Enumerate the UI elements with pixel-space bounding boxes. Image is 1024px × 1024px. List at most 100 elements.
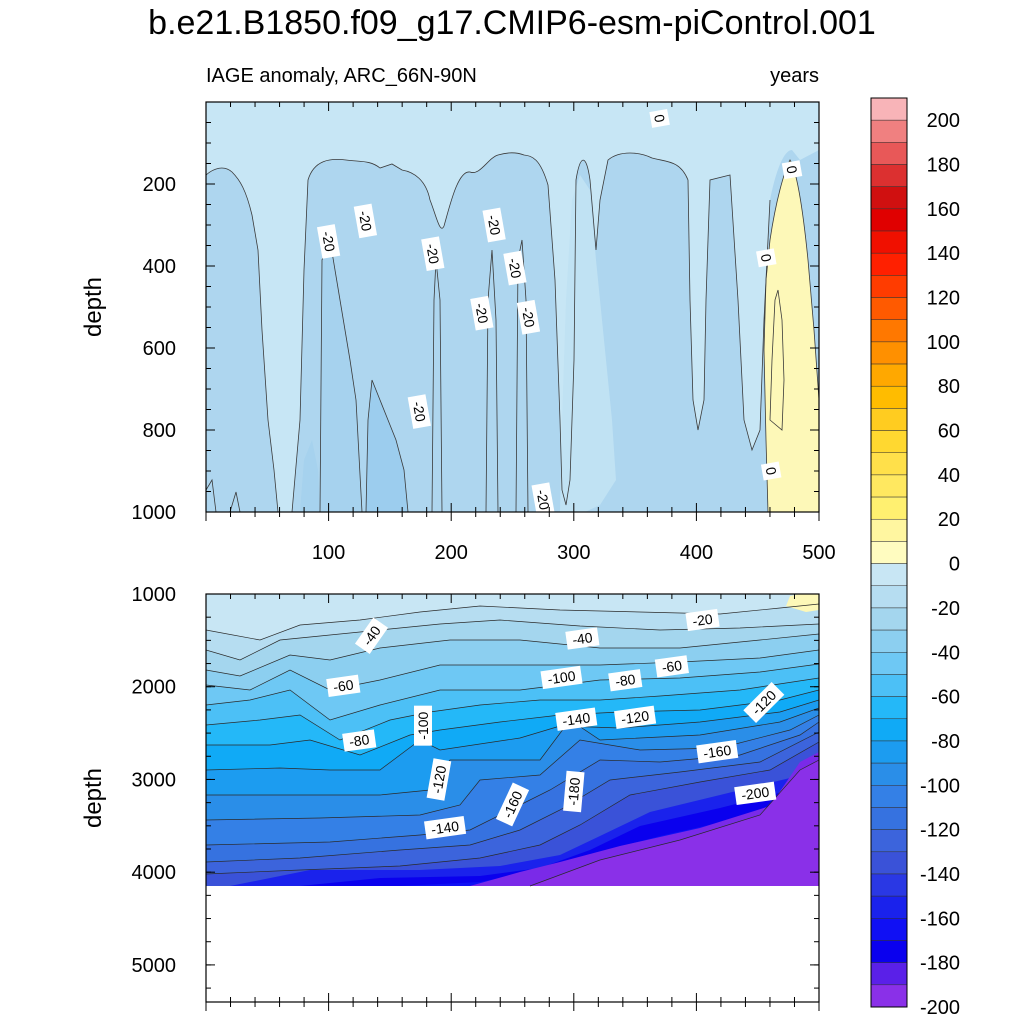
contour-label: -20: [316, 224, 341, 259]
colorbar-label: 60: [938, 421, 960, 443]
x-tick-label: 100: [312, 542, 345, 564]
contour-label: -60: [326, 674, 361, 697]
contour-label: 0: [756, 248, 777, 268]
contour-label: -180: [563, 770, 585, 813]
y-tick-label: 600: [143, 338, 176, 360]
contour-label: -20: [421, 236, 445, 272]
colorbar-box: [870, 652, 908, 675]
colorbar-label: 20: [938, 509, 960, 531]
colorbar-box: [870, 984, 908, 1008]
contour-label-text: 0: [651, 113, 668, 124]
colorbar-box: [870, 452, 908, 476]
contour-label-text: -120: [620, 707, 650, 727]
colorbar-box: [870, 541, 908, 564]
x-tick-label: 200: [435, 542, 468, 564]
colorbar-box: [870, 186, 908, 210]
contour-label: 0: [781, 160, 803, 180]
contour-label-text: 0: [783, 164, 800, 175]
colorbar-label: 160: [927, 199, 960, 221]
colorbar-box: [870, 430, 908, 453]
colorbar-box: [870, 385, 908, 409]
contour-label-text: -120: [429, 764, 450, 795]
top-panel: IAGE anomaly, ARC_66N-90N years: [80, 65, 836, 564]
colorbar-box: [870, 829, 908, 853]
contour-label: -20: [516, 299, 541, 335]
colorbar-box: [870, 297, 908, 320]
top-y-axis-label: depth: [80, 277, 107, 337]
colorbar-box: [870, 164, 908, 187]
contour-label: -140: [555, 707, 598, 731]
contour-label-text: -40: [571, 629, 593, 648]
colorbar-label: -160: [920, 908, 960, 930]
colorbar-box: [870, 97, 908, 121]
contour-label-text: -20: [691, 611, 713, 630]
colorbar-label: 80: [938, 376, 960, 398]
colorbar-box: [870, 208, 908, 232]
contour-label-text: -60: [332, 676, 354, 695]
colorbar-label: -200: [920, 997, 960, 1019]
colorbar-box: [870, 607, 908, 631]
y-tick-label: 1000: [132, 584, 177, 606]
colorbar-label: 40: [938, 465, 960, 487]
colorbar-box: [870, 696, 908, 720]
colorbar-box: [870, 319, 908, 343]
colorbar-label: -180: [920, 953, 960, 975]
contour-label-text: -100: [547, 668, 577, 688]
colorbar-box: [870, 674, 908, 697]
colorbar-box: [870, 629, 908, 653]
colorbar-label: -60: [931, 687, 960, 709]
colorbar-box: [870, 962, 908, 986]
bottom-panel: -40 -40-20-60-60-100 -80-100 -140 -120 -120-8…: [80, 584, 820, 1011]
contour-label-text: -80: [348, 731, 370, 750]
contour-label-text: -60: [661, 657, 683, 676]
contour-label: -80: [342, 729, 377, 752]
contour-label: -160: [696, 739, 739, 764]
colorbar-box: [870, 119, 908, 143]
contour-label-text: 0: [758, 253, 775, 264]
colorbar: 200180160140120100806040200-20-40-60-80-…: [870, 97, 960, 1019]
top-contour-labels: 0 0 -20 -20 -20 -20 0 -20 -20 -20 -20 0 -20: [316, 108, 803, 518]
units-label: years: [770, 65, 819, 87]
contour-label: -20: [503, 250, 527, 286]
contour-label: -200: [734, 781, 777, 806]
colorbar-box: [870, 918, 908, 941]
contour-label-text: -20: [423, 242, 442, 265]
contour-label: -140: [424, 815, 467, 840]
colorbar-box: [870, 142, 908, 165]
contour-label: -100: [540, 665, 583, 690]
contour-label: -20: [407, 394, 431, 429]
colorbar-boxes: [870, 97, 908, 1008]
bottom-plot-frame: [205, 593, 820, 1003]
y-tick-label: 400: [143, 256, 176, 278]
colorbar-box: [870, 940, 908, 963]
colorbar-labels: 200180160140120100806040200-20-40-60-80-…: [920, 110, 960, 1019]
colorbar-label: -40: [931, 642, 960, 664]
y-tick-label: 3000: [132, 769, 177, 791]
colorbar-box: [870, 873, 908, 897]
contour-label-text: -20: [505, 257, 524, 280]
colorbar-box: [870, 718, 908, 742]
contour-label: -20: [685, 608, 720, 632]
colorbar-box: [870, 252, 908, 276]
variable-label: IAGE anomaly, ARC_66N-90N: [206, 65, 477, 87]
contour-label-text: -20: [472, 302, 491, 325]
contour-label: -40: [565, 627, 600, 650]
colorbar-label: -120: [920, 820, 960, 842]
contour-label: -120: [426, 758, 452, 801]
chart-title: b.e21.B1850.f09_g17.CMIP6-esm-piControl.…: [148, 4, 876, 42]
colorbar-box: [870, 785, 908, 808]
contour-label: 0: [649, 108, 670, 128]
contour-label-text: -20: [484, 214, 503, 237]
colorbar-box: [870, 474, 908, 498]
contour-label-text: -160: [702, 742, 732, 762]
colorbar-label: 140: [927, 243, 960, 265]
contour-label-text: -20: [356, 210, 375, 233]
contour-label-text: -80: [614, 671, 636, 690]
colorbar-label: 0: [949, 554, 960, 576]
colorbar-box: [870, 341, 908, 365]
x-tick-label: 400: [680, 542, 713, 564]
colorbar-label: -80: [931, 731, 960, 753]
contour-label: -20: [470, 295, 494, 331]
colorbar-box: [870, 496, 908, 520]
